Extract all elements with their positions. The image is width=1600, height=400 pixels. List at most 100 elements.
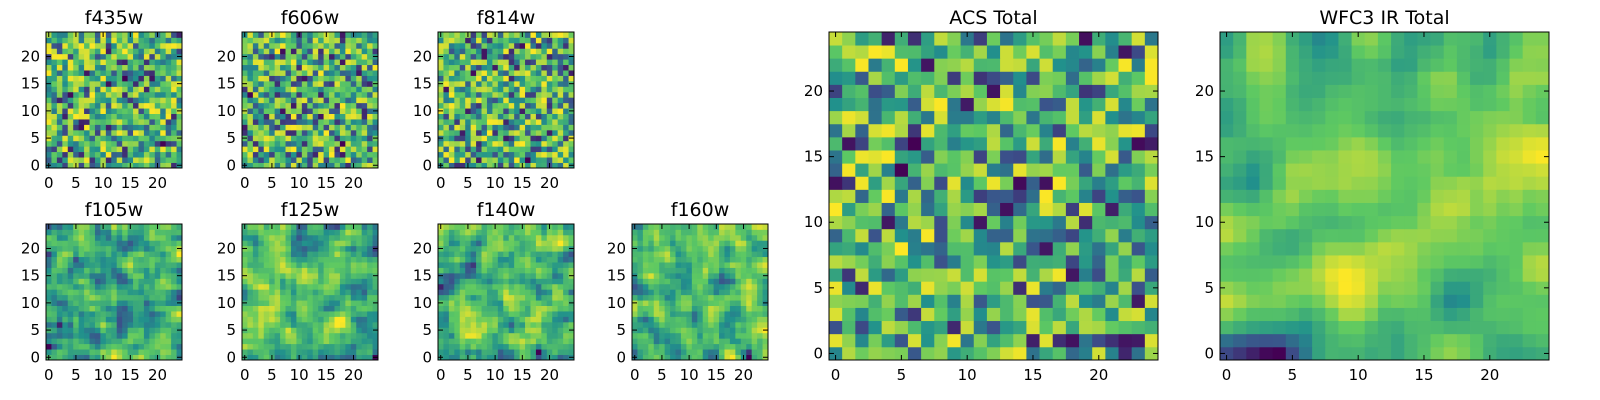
- heatmap-cell: [318, 124, 324, 131]
- heatmap-cell: [133, 316, 139, 323]
- heatmap-cell: [448, 37, 455, 44]
- heatmap-cell: [497, 316, 504, 323]
- heatmap-cell: [67, 267, 74, 274]
- heatmap-cell: [143, 151, 150, 158]
- heatmap-cell: [648, 327, 655, 334]
- heatmap-cell: [242, 124, 248, 131]
- heatmap-cell: [252, 245, 259, 252]
- heatmap-cell: [133, 234, 139, 241]
- heatmap-cell: [105, 140, 112, 147]
- heatmap-cell: [100, 294, 107, 301]
- heatmap-cell: [448, 162, 455, 169]
- heatmap-cell: [350, 102, 357, 109]
- heatmap-cell: [56, 267, 63, 274]
- heatmap-cell: [675, 332, 682, 339]
- heatmap-cell: [497, 300, 504, 306]
- heatmap-cell: [323, 102, 330, 109]
- heatmap-cell: [356, 311, 363, 317]
- heatmap-cell: [702, 294, 709, 301]
- heatmap-cell: [486, 343, 493, 350]
- heatmap-cell: [708, 283, 714, 290]
- heatmap-cell: [263, 311, 270, 317]
- heatmap-cell: [907, 255, 922, 269]
- heatmap-cell: [307, 48, 314, 55]
- heatmap-cell: [116, 343, 123, 350]
- heatmap-cell: [263, 53, 270, 60]
- heatmap-cell: [563, 300, 569, 306]
- heatmap-cell: [296, 272, 303, 279]
- heatmap-cell: [122, 75, 128, 82]
- heatmap-cell: [525, 278, 531, 285]
- heatmap-cell: [67, 42, 74, 49]
- heatmap-cell: [1092, 241, 1106, 256]
- heatmap-cell: [122, 300, 128, 306]
- heatmap-cell: [973, 346, 988, 361]
- heatmap-cell: [708, 240, 714, 247]
- heatmap-cell: [535, 338, 542, 345]
- heatmap-cell: [73, 113, 80, 120]
- heatmap-cell: [318, 321, 324, 328]
- heatmap-cell: [312, 349, 319, 355]
- heatmap-cell: [242, 146, 248, 153]
- heatmap-cell: [84, 113, 90, 120]
- heatmap-cell: [361, 300, 368, 306]
- heatmap-cell: [894, 255, 909, 269]
- heatmap-cell: [301, 124, 308, 131]
- heatmap-cell: [454, 234, 461, 241]
- heatmap-cell: [263, 267, 270, 274]
- heatmap-cell: [312, 124, 319, 131]
- heatmap-cell: [176, 113, 183, 120]
- heatmap-cell: [454, 157, 461, 163]
- heatmap-cell: [269, 151, 276, 158]
- heatmap-cell: [62, 245, 69, 252]
- heatmap-cell: [350, 332, 357, 339]
- heatmap-cell: [274, 97, 281, 104]
- heatmap-cell: [94, 256, 101, 263]
- heatmap-cell: [541, 135, 548, 142]
- heatmap-cell: [274, 289, 281, 296]
- heatmap-cell: [546, 146, 553, 153]
- heatmap-cell: [171, 80, 177, 87]
- heatmap-cell: [247, 113, 254, 120]
- heatmap-cell: [361, 113, 368, 120]
- heatmap-cell: [280, 283, 286, 290]
- heatmap-cell: [486, 146, 493, 153]
- heatmap-cell: [62, 338, 69, 345]
- heatmap-cell: [894, 163, 909, 177]
- heatmap-cell: [116, 272, 123, 279]
- heatmap-cell: [171, 53, 177, 60]
- heatmap-cell: [116, 294, 123, 301]
- heatmap-cell: [361, 294, 368, 301]
- heatmap-cell: [519, 316, 526, 323]
- heatmap-cell: [697, 256, 704, 263]
- heatmap-cell: [525, 124, 531, 131]
- heatmap-cell: [312, 240, 319, 247]
- heatmap-cell: [751, 262, 758, 268]
- heatmap-cell: [171, 294, 177, 301]
- heatmap-cell: [372, 278, 379, 285]
- heatmap-cell: [653, 343, 660, 350]
- heatmap-cell: [855, 163, 869, 177]
- heatmap-cell: [492, 338, 499, 345]
- heatmap-cell: [1105, 255, 1119, 269]
- heatmap-cell: [176, 278, 183, 285]
- x-tick-label: 20: [344, 174, 363, 192]
- heatmap-cell: [280, 135, 286, 142]
- heatmap-cell: [492, 321, 499, 328]
- heatmap-cell: [89, 278, 96, 285]
- heatmap-cell: [67, 316, 74, 323]
- heatmap-cell: [350, 135, 357, 142]
- heatmap-cell: [318, 42, 324, 49]
- heatmap-cell: [296, 278, 303, 285]
- heatmap-cell: [454, 97, 461, 104]
- heatmap-cell: [339, 327, 346, 334]
- heatmap-cell: [307, 311, 314, 317]
- heatmap-cell: [143, 162, 150, 169]
- heatmap-cell: [508, 48, 515, 55]
- heatmap-cell: [356, 262, 363, 268]
- heatmap-cell: [470, 289, 477, 296]
- heatmap-cell: [735, 332, 742, 339]
- heatmap-cell: [133, 97, 139, 104]
- heatmap-cell: [62, 151, 69, 158]
- heatmap-cell: [334, 75, 341, 82]
